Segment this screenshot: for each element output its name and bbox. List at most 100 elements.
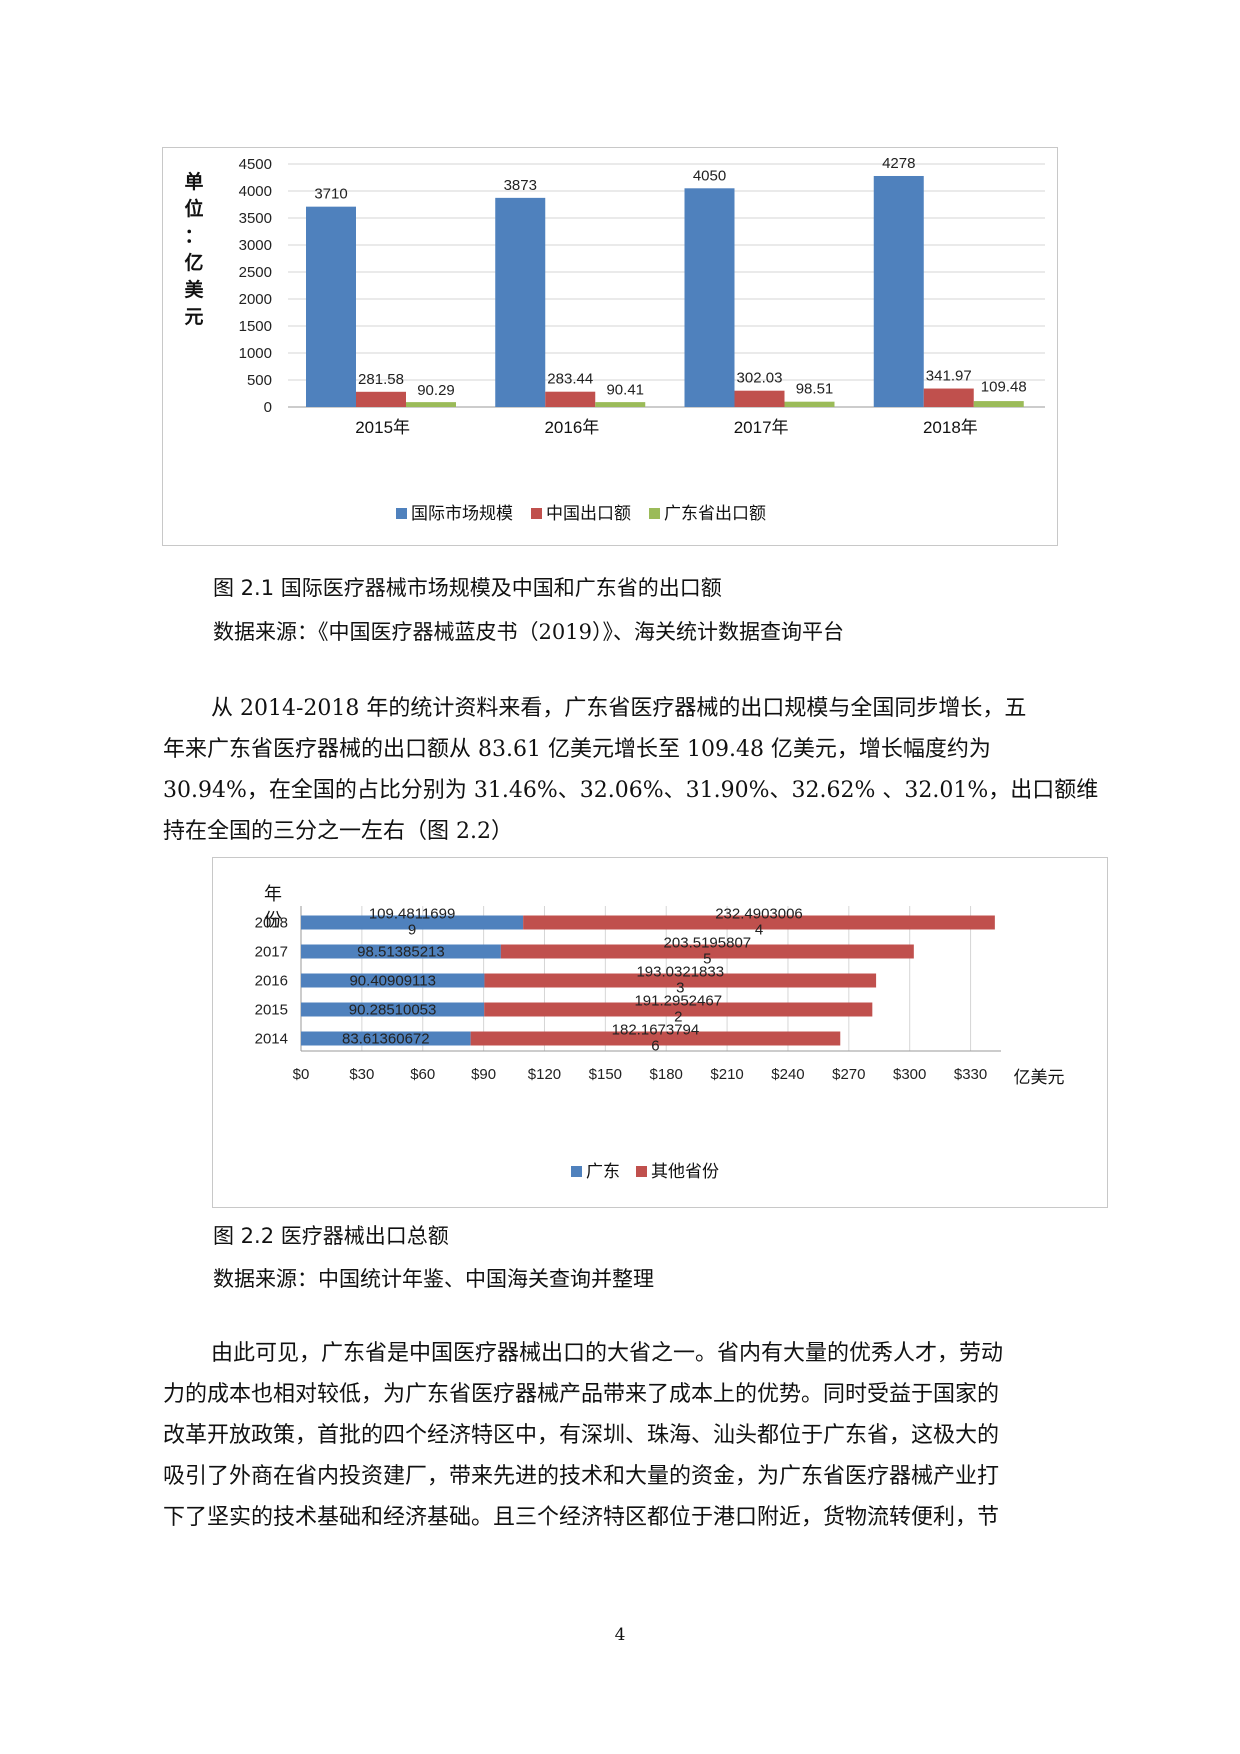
data-label: 3710 [314, 186, 347, 203]
figure-2-2-caption: 图 2.2 医疗器械出口总额 [213, 1224, 449, 1248]
x-tick-label: $240 [771, 1066, 804, 1083]
data-label: 4278 [882, 155, 915, 172]
legend-label: 广东 [586, 1162, 620, 1181]
data-label: 302.03 [737, 370, 783, 387]
x-tick-label: $120 [528, 1066, 561, 1083]
bar [595, 402, 646, 407]
x-tick-label: $0 [293, 1066, 310, 1083]
y-tick-label: 2018 [255, 915, 288, 932]
y-tick-label: 2015 [255, 1002, 288, 1019]
y-tick-label: 1500 [239, 318, 272, 335]
figure-2-2-svg: $0 $30 $60 $90 $120 $150 $180 $210 $240 $270 $300 $… [255, 884, 1065, 1181]
paragraph-line: 年来广东省医疗器械的出口额从 83.61 亿美元增长至 109.48 亿美元，增… [163, 737, 991, 762]
y-tick-label: 2016 [255, 973, 288, 990]
y-axis-label-char: 份 [264, 910, 282, 930]
data-label: 6 [651, 1038, 659, 1055]
data-label: 5 [703, 951, 711, 968]
paragraph-line: 30.94%，在全国的占比分别为 31.46%、32.06%、31.90%、32… [163, 778, 1099, 803]
data-label: 283.44 [547, 371, 593, 388]
y-tick-label: 4000 [239, 183, 272, 200]
data-label: 9 [408, 922, 416, 939]
x-tick-label: 2016年 [544, 418, 599, 437]
figure-2-1-source: 数据来源：《中国医疗器械蓝皮书（2019）》、海关统计数据查询平台 [213, 620, 844, 644]
unit-label-char: 美 [184, 278, 204, 301]
paragraph-line: 从 2014-2018 年的统计资料来看，广东省医疗器械的出口规模与全国同步增长… [211, 696, 1027, 721]
bar [356, 391, 406, 407]
x-tick-label: 2018年 [923, 418, 978, 437]
data-label: 182.1673794 [612, 1022, 700, 1039]
data-label: 90.28510053 [349, 1002, 437, 1019]
data-label: 3873 [504, 177, 537, 194]
paragraph-line: 改革开放政策，首批的四个经济特区中，有深圳、珠海、汕头都位于广东省，这极大的 [163, 1423, 1000, 1448]
paragraph-2: 由此可见，广东省是中国医疗器械出口的大省之一。省内有大量的优秀人才，劳动 力的成… [163, 1333, 1107, 1538]
y-tick-label: 2500 [239, 264, 272, 281]
data-label: 2 [674, 1009, 682, 1026]
y-tick-label: 2017 [255, 944, 288, 961]
figure-2-2-source: 数据来源：中国统计年鉴、中国海关查询并整理 [213, 1267, 654, 1291]
figure-2-2-chart: $0 $30 $60 $90 $120 $150 $180 $210 $240 $270 $300 $… [212, 857, 1108, 1208]
legend-swatch [649, 508, 660, 519]
legend-label: 国际市场规模 [411, 504, 513, 523]
bar-segment [301, 944, 501, 959]
bar-segment [301, 973, 485, 988]
page-number: 4 [614, 1625, 626, 1645]
x-tick-label: 2017年 [734, 418, 789, 437]
bar-segment [470, 1031, 841, 1046]
legend-label: 广东省出口额 [664, 504, 766, 523]
data-label: 90.41 [606, 382, 644, 399]
data-label: 341.97 [926, 368, 972, 385]
x-tick-label: $60 [410, 1066, 435, 1083]
paragraph-line: 持在全国的三分之一左右（图 2.2） [163, 819, 513, 844]
bar-segment [301, 915, 524, 930]
data-label: 98.51385213 [357, 944, 445, 961]
data-label: 232.4903006 [715, 906, 803, 923]
bar [406, 402, 456, 407]
data-label: 3 [676, 980, 684, 997]
figure-2-1-chart: 4500 4000 3500 3000 2500 2000 1500 1000 500 0 单位 ： 亿… [162, 147, 1058, 546]
bar [784, 401, 835, 407]
data-label: 281.58 [358, 371, 404, 388]
bar [545, 391, 596, 407]
data-label: 4 [755, 922, 763, 939]
bar [495, 197, 546, 407]
legend-label: 中国出口额 [546, 504, 631, 523]
bar-segment [500, 944, 914, 959]
legend-swatch [571, 1166, 582, 1177]
y-tick-label: 3000 [239, 237, 272, 254]
paragraph-line: 由此可见，广东省是中国医疗器械出口的大省之一。省内有大量的优秀人才，劳动 [211, 1341, 1004, 1366]
x-tick-label: $30 [349, 1066, 374, 1083]
bar-segment [523, 915, 995, 930]
x-tick-label: $90 [471, 1066, 496, 1083]
x-unit-label: 亿美元 [1014, 1068, 1065, 1087]
y-tick-label: 0 [264, 399, 272, 416]
unit-label-char: ： [184, 226, 203, 247]
x-tick-label: $180 [650, 1066, 683, 1083]
paragraph-1: 从 2014-2018 年的统计资料来看，广东省医疗器械的出口规模与全国同步增长… [163, 688, 1107, 852]
x-tick-label: $210 [710, 1066, 743, 1083]
data-label: 109.4811699 [369, 906, 455, 923]
unit-label-char: 亿 [184, 251, 203, 274]
bar-segment [484, 1002, 873, 1017]
data-label: 4050 [693, 167, 726, 184]
bar [923, 388, 974, 407]
legend-swatch [531, 508, 542, 519]
figure-2-1-svg: 4500 4000 3500 3000 2500 2000 1500 1000 500 0 单位 ： 亿… [184, 155, 1045, 523]
x-tick-label: $330 [954, 1066, 987, 1083]
bar-segment [301, 1002, 485, 1017]
legend-label: 其他省份 [651, 1162, 719, 1181]
legend-swatch [396, 508, 407, 519]
paragraph-line: 力的成本也相对较低，为广东省医疗器械产品带来了成本上的优势。同时受益于国家的 [163, 1382, 1000, 1407]
figure-2-1-caption: 图 2.1 国际医疗器械市场规模及中国和广东省的出口额 [213, 576, 722, 600]
y-tick-label: 1000 [239, 345, 272, 362]
unit-label-char: 位 [184, 197, 203, 220]
paragraph-line: 下了坚实的技术基础和经济基础。且三个经济特区都位于港口附近，货物流转便利，节 [163, 1505, 1000, 1530]
x-tick-label: 2015年 [355, 418, 410, 437]
x-tick-label: $270 [832, 1066, 865, 1083]
bar [734, 390, 785, 407]
data-label: 98.51 [796, 381, 834, 398]
data-label: 193.0321833 [636, 964, 724, 981]
x-tick-label: $150 [589, 1066, 622, 1083]
y-tick-label: 2000 [239, 291, 272, 308]
y-axis-label-char: 年 [264, 884, 282, 904]
data-label: 203.5195807 [664, 935, 752, 952]
